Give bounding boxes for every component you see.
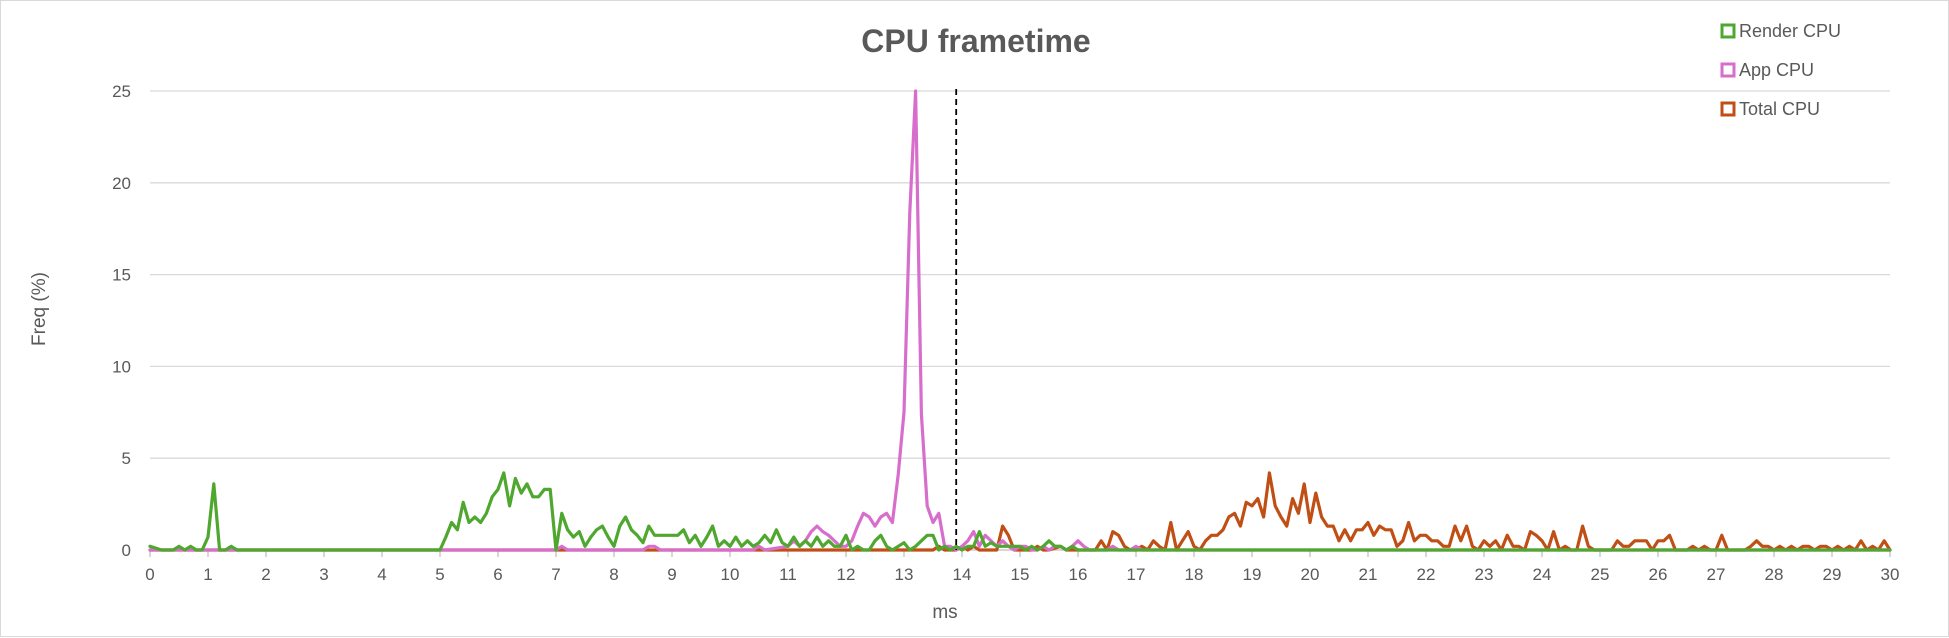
x-tick-label: 6 [493, 565, 502, 584]
x-tick-label: 10 [721, 565, 740, 584]
x-tick-label: 28 [1765, 565, 1784, 584]
y-tick-label: 20 [112, 174, 131, 193]
y-axis-label: Freq (%) [29, 272, 50, 346]
x-tick-label: 25 [1591, 565, 1610, 584]
x-tick-label: 1 [203, 565, 212, 584]
legend: Render CPU App CPU Total CPU [1720, 21, 1841, 119]
x-tick-label: 17 [1127, 565, 1146, 584]
series-line-render-cpu [148, 471, 1892, 552]
x-tick-label: 18 [1185, 565, 1204, 584]
x-tick-label: 9 [667, 565, 676, 584]
x-tick-label: 27 [1707, 565, 1726, 584]
x-tick-label: 5 [435, 565, 444, 584]
x-tick-label: 11 [779, 565, 797, 584]
x-tick-label: 15 [1011, 565, 1030, 584]
x-tick-label: 24 [1533, 565, 1552, 584]
legend-label: Total CPU [1739, 99, 1820, 119]
y-tick-label: 0 [122, 541, 131, 560]
x-tick-label: 20 [1301, 565, 1320, 584]
legend-marker [1720, 23, 1736, 39]
series-lines [148, 89, 1892, 552]
x-tick-label: 16 [1069, 565, 1088, 584]
x-tick-label: 30 [1881, 565, 1900, 584]
x-tick-label: 13 [895, 565, 914, 584]
x-tick-label: 21 [1359, 565, 1378, 584]
x-axis-ticks: 0 1 2 3 4 5 6 7 8 9 10 11 12 13 14 15 16 17 18 19 20 21 22 23 24… [145, 550, 1899, 584]
x-tick-label: 14 [953, 565, 972, 584]
legend-label: Render CPU [1739, 21, 1841, 41]
series-line-app-cpu [148, 89, 1892, 552]
x-tick-label: 0 [145, 565, 154, 584]
y-tick-label: 10 [112, 357, 131, 376]
x-tick-label: 22 [1417, 565, 1436, 584]
x-tick-label: 3 [319, 565, 328, 584]
x-tick-label: 19 [1243, 565, 1262, 584]
y-axis-ticks: 0 5 10 15 20 25 [112, 82, 131, 560]
chart-title: CPU frametime [861, 23, 1090, 59]
x-tick-label: 12 [837, 565, 856, 584]
legend-label: App CPU [1739, 60, 1814, 80]
x-tick-label: 23 [1475, 565, 1494, 584]
y-tick-label: 25 [112, 82, 131, 101]
gridlines [150, 90, 1890, 459]
x-axis-label: ms [932, 602, 957, 623]
series-line-total-cpu [148, 471, 1892, 552]
legend-marker [1720, 62, 1736, 78]
x-tick-label: 2 [261, 565, 270, 584]
x-tick-label: 29 [1823, 565, 1842, 584]
x-tick-label: 8 [609, 565, 618, 584]
legend-marker [1720, 101, 1736, 117]
x-tick-label: 26 [1649, 565, 1668, 584]
y-tick-label: 5 [122, 449, 131, 468]
x-tick-label: 4 [377, 565, 386, 584]
y-tick-label: 15 [112, 266, 131, 285]
x-tick-label: 7 [551, 565, 560, 584]
